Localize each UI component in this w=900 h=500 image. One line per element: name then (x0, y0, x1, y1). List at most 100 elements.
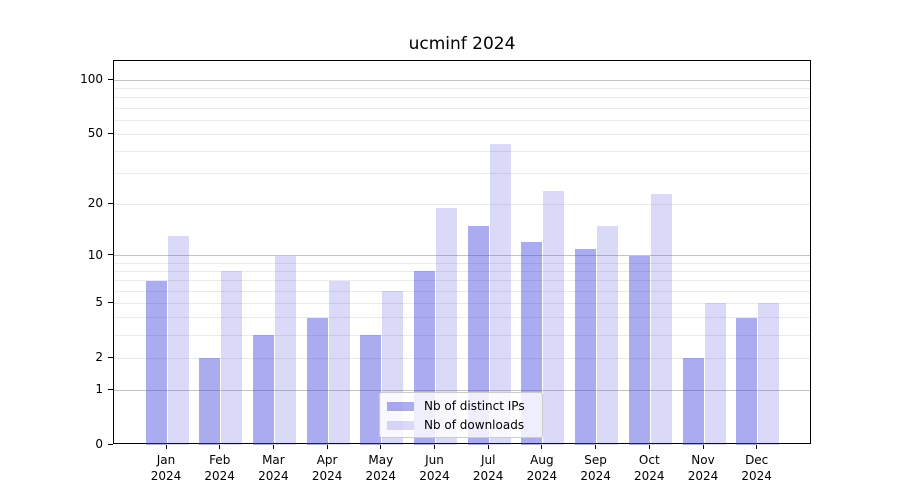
x-axis-tick-label-may-2024: May 2024 (351, 452, 411, 484)
x-axis-tick-label-line: Jul (480, 453, 496, 467)
x-axis-tick-label-line: Apr (316, 453, 338, 467)
bar-nb-of-downloads-nov-2024 (704, 303, 726, 445)
bar-nb-of-downloads-sep-2024 (597, 225, 619, 445)
x-axis-tick-label-line: 2024 (634, 469, 665, 483)
x-axis-tick-label-line: 2024 (687, 469, 719, 483)
x-axis-tick-label-line: Dec (745, 453, 769, 467)
x-axis-tick (434, 445, 435, 449)
bar-nb-of-distinct-ips-apr-2024 (306, 317, 328, 445)
x-axis-tick (595, 445, 597, 449)
x-axis-tick-label-line: 2024 (741, 469, 772, 483)
gridline-minor (114, 317, 810, 319)
x-axis-tick-label-line: 2024 (150, 469, 182, 483)
bar-nb-of-downloads-apr-2024 (328, 280, 350, 445)
bar-nb-of-distinct-ips-mar-2024 (252, 335, 274, 445)
bar-nb-of-distinct-ips-oct-2024 (628, 255, 650, 445)
y-axis-tick-label: 100 (80, 72, 103, 87)
x-axis-tick-label-line: Sep (584, 453, 607, 467)
legend: Nb of distinct IPs Nb of downloads (379, 392, 543, 438)
x-axis-tick-label-apr-2024: Apr 2024 (297, 452, 357, 484)
x-axis-tick (380, 445, 382, 449)
gridline-minor (114, 203, 810, 205)
x-axis-tick (487, 445, 489, 449)
bar-nb-of-downloads-jul-2024 (489, 144, 511, 445)
x-axis-tick-label-sep-2024: Sep 2024 (566, 452, 626, 484)
x-axis-tick-label-line: 2024 (311, 469, 343, 483)
x-axis-tick (756, 445, 758, 449)
chart-title: ucminf 2024 (408, 34, 516, 54)
bar-nb-of-downloads-feb-2024 (221, 271, 243, 445)
plot-area (113, 60, 811, 445)
x-axis-tick-label-jul-2024: Jul 2024 (458, 452, 518, 484)
y-axis-tick-label: 20 (87, 196, 103, 211)
gridline-minor (114, 173, 810, 175)
bar-nb-of-distinct-ips-jan-2024 (145, 280, 167, 445)
x-axis-tick-label-line: May (368, 453, 394, 467)
x-axis-tick (648, 445, 650, 449)
x-axis-tick-label-jun-2024: Jun 2024 (405, 452, 465, 484)
legend-swatch-nb-of-downloads (387, 421, 414, 430)
gridline-minor (114, 334, 810, 336)
gridline-minor (114, 107, 810, 109)
bar-nb-of-distinct-ips-dec-2024 (736, 317, 758, 445)
bar-nb-of-downloads-aug-2024 (543, 190, 565, 445)
gridline-major (114, 255, 810, 257)
legend-item-nb-of-distinct-ips: Nb of distinct IPs (387, 397, 536, 416)
y-axis-tick (108, 356, 113, 358)
x-axis-tick (326, 445, 328, 449)
x-axis-tick-label-oct-2024: Oct 2024 (619, 452, 679, 484)
x-axis-tick-label-line: 2024 (365, 469, 397, 483)
x-axis-tick-label-line: 2024 (204, 469, 235, 483)
legend-label: Nb of downloads (424, 418, 525, 432)
y-axis-tick (108, 388, 113, 390)
gridline-minor (114, 280, 810, 282)
bar-nb-of-distinct-ips-feb-2024 (199, 358, 221, 445)
x-axis-tick-label-line: Nov (691, 453, 715, 467)
gridline-minor (114, 262, 810, 264)
x-axis-tick-label-line: Jun (425, 453, 444, 467)
y-axis-tick-label: 10 (87, 247, 103, 262)
x-axis-tick-label-nov-2024: Nov 2024 (673, 452, 733, 484)
bar-nb-of-distinct-ips-may-2024 (360, 335, 382, 445)
x-axis-tick-label-jan-2024: Jan 2024 (136, 452, 196, 484)
legend-swatch-nb-of-distinct-ips (387, 402, 414, 411)
x-axis-tick-label-line: 2024 (419, 469, 450, 483)
x-axis-tick-label-aug-2024: Aug 2024 (512, 452, 572, 484)
x-axis-tick-label-dec-2024: Dec 2024 (727, 452, 787, 484)
bar-nb-of-distinct-ips-jul-2024 (467, 225, 489, 445)
x-axis-tick-label-line: 2024 (258, 469, 289, 483)
x-axis-tick-label-line: 2024 (472, 469, 504, 483)
gridline-major (114, 389, 810, 391)
gridline-minor (114, 270, 810, 272)
gridline-minor (114, 302, 810, 304)
y-axis-tick (108, 301, 113, 303)
x-axis-tick-label-line: Mar (262, 453, 285, 467)
bar-nb-of-downloads-oct-2024 (650, 193, 672, 445)
bar-nb-of-downloads-jun-2024 (436, 208, 457, 445)
y-axis-tick-label: 1 (95, 382, 103, 397)
gridline-minor (114, 97, 810, 99)
legend-label: Nb of distinct IPs (424, 399, 525, 413)
bar-nb-of-distinct-ips-sep-2024 (575, 248, 597, 445)
bar-nb-of-distinct-ips-nov-2024 (682, 358, 704, 445)
x-axis-tick-label-feb-2024: Feb 2024 (190, 452, 250, 484)
bar-nb-of-downloads-mar-2024 (274, 255, 296, 445)
y-axis-tick-label: 2 (95, 350, 103, 365)
bar-nb-of-downloads-dec-2024 (758, 303, 780, 445)
x-axis-tick (272, 445, 274, 449)
x-axis-tick-label-mar-2024: Mar 2024 (243, 452, 303, 484)
gridline-minor (114, 290, 810, 292)
y-axis-tick (108, 78, 113, 80)
y-axis-tick (108, 132, 113, 134)
bar-nb-of-downloads-jan-2024 (167, 236, 189, 445)
x-axis-tick (165, 445, 167, 449)
x-axis-tick (219, 445, 221, 449)
y-axis-tick (108, 254, 113, 256)
x-axis-tick (702, 445, 704, 449)
gridline-minor (114, 357, 810, 359)
x-axis-tick (541, 445, 543, 449)
x-axis-tick-label-line: Feb (209, 453, 231, 467)
gridline-major (114, 79, 810, 81)
x-axis-tick-label-line: Jan (156, 453, 176, 467)
